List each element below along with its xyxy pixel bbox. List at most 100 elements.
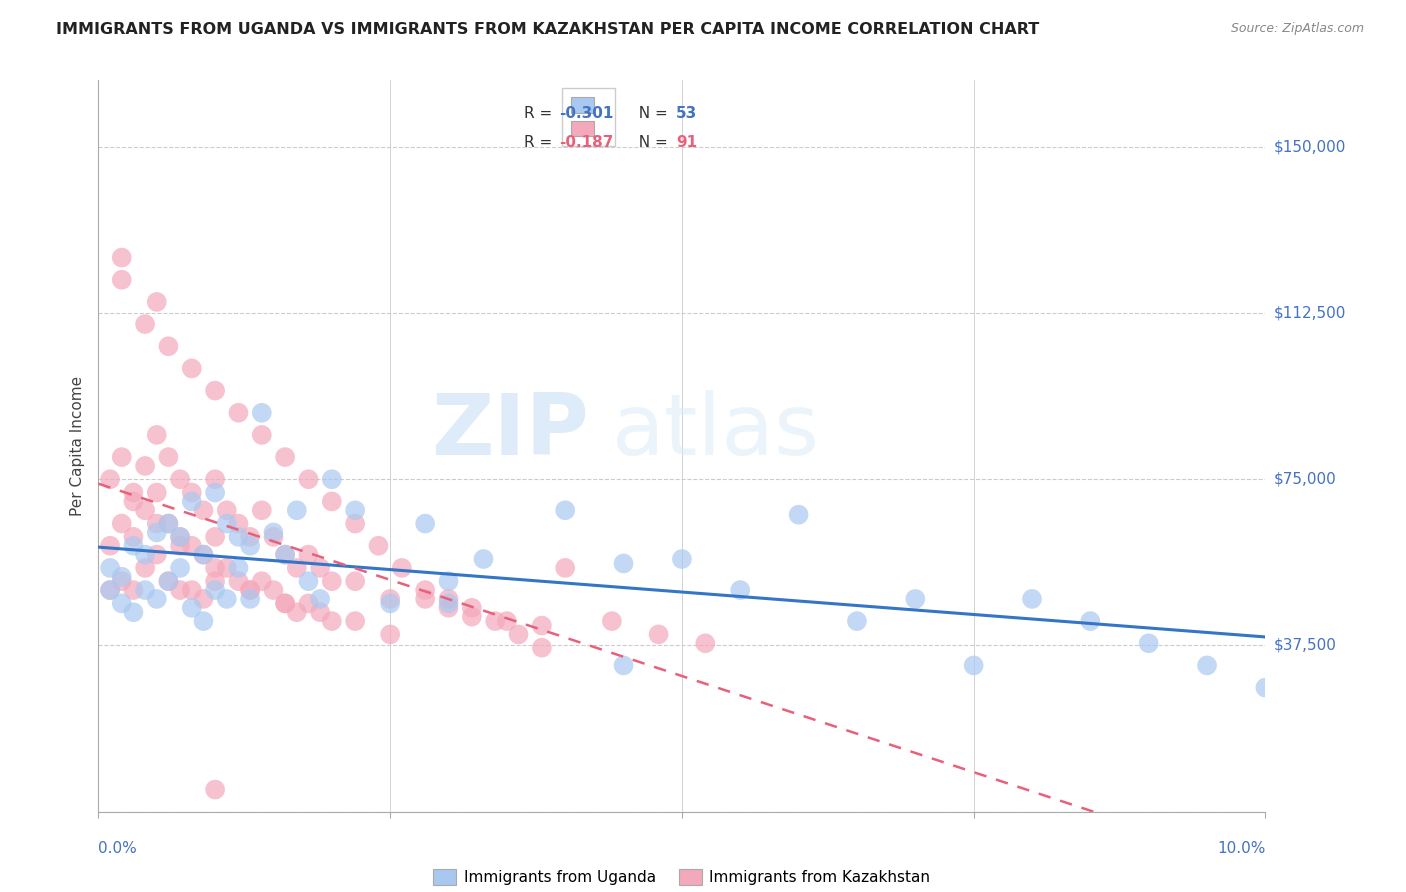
Point [111, 251, 134, 265]
Point [204, 472, 226, 486]
Point [169, 561, 191, 575]
Point [530, 618, 553, 632]
Point [146, 485, 169, 500]
Legend: Immigrants from Uganda, Immigrants from Kazakhstan: Immigrants from Uganda, Immigrants from … [427, 863, 936, 891]
Point [484, 614, 506, 628]
Point [250, 428, 273, 442]
Point [239, 530, 262, 544]
Point [122, 485, 145, 500]
Point [157, 450, 180, 464]
Point [285, 503, 308, 517]
Point [962, 658, 984, 673]
Point [321, 472, 343, 486]
Point [845, 614, 868, 628]
Point [111, 450, 134, 464]
Point [122, 494, 145, 508]
Point [215, 591, 238, 606]
Point [321, 614, 343, 628]
Point [98, 583, 121, 598]
Point [146, 516, 169, 531]
Point [193, 614, 215, 628]
Text: R =: R = [524, 105, 558, 120]
Point [146, 294, 169, 309]
Point [239, 583, 262, 598]
Text: ZIP: ZIP [430, 390, 589, 473]
Point [612, 557, 634, 571]
Point [204, 561, 226, 575]
Point [285, 561, 308, 575]
Y-axis label: Per Capita Income: Per Capita Income [70, 376, 86, 516]
Text: $37,500: $37,500 [1274, 638, 1337, 653]
Point [157, 574, 180, 589]
Point [321, 574, 343, 589]
Point [111, 574, 134, 589]
Point [728, 583, 751, 598]
Text: $150,000: $150,000 [1274, 139, 1346, 154]
Point [98, 561, 121, 575]
Point [215, 561, 238, 575]
Point [378, 627, 402, 641]
Text: 53: 53 [676, 105, 697, 120]
Point [262, 583, 284, 598]
Text: N =: N = [630, 105, 673, 120]
Point [228, 574, 250, 589]
Point [111, 570, 134, 584]
Point [1080, 614, 1102, 628]
Point [134, 458, 156, 473]
Point [554, 503, 576, 517]
Point [508, 627, 530, 641]
Point [904, 591, 927, 606]
Point [169, 539, 191, 553]
Point [461, 609, 484, 624]
Point [274, 548, 297, 562]
Point [228, 406, 250, 420]
Point [344, 574, 367, 589]
Point [344, 614, 367, 628]
Point [193, 591, 215, 606]
Point [215, 503, 238, 517]
Point [285, 605, 308, 619]
Text: IMMIGRANTS FROM UGANDA VS IMMIGRANTS FROM KAZAKHSTAN PER CAPITA INCOME CORRELATI: IMMIGRANTS FROM UGANDA VS IMMIGRANTS FRO… [56, 22, 1039, 37]
Point [134, 317, 156, 331]
Text: R =: R = [524, 135, 558, 150]
Point [344, 503, 367, 517]
Point [228, 516, 250, 531]
Point [146, 525, 169, 540]
Point [204, 574, 226, 589]
Point [157, 574, 180, 589]
Point [239, 539, 262, 553]
Point [600, 614, 623, 628]
Point [413, 591, 436, 606]
Point [297, 472, 319, 486]
Point [180, 539, 202, 553]
Point [169, 530, 191, 544]
Point [111, 596, 134, 610]
Point [215, 516, 238, 531]
Point [612, 658, 634, 673]
Point [309, 605, 332, 619]
Point [180, 494, 202, 508]
Point [309, 561, 332, 575]
Point [98, 539, 121, 553]
Point [204, 384, 226, 398]
Point [647, 627, 669, 641]
Point [146, 428, 169, 442]
Point [1195, 658, 1218, 673]
Point [180, 361, 202, 376]
Text: -0.301: -0.301 [560, 105, 614, 120]
Point [391, 561, 413, 575]
Point [239, 591, 262, 606]
Point [204, 782, 226, 797]
Point [437, 596, 460, 610]
Point [530, 640, 553, 655]
Point [1254, 681, 1277, 695]
Text: 0.0%: 0.0% [98, 841, 138, 856]
Point [180, 583, 202, 598]
Text: $75,000: $75,000 [1274, 472, 1337, 487]
Point [297, 574, 319, 589]
Point [378, 596, 402, 610]
Point [180, 600, 202, 615]
Point [134, 548, 156, 562]
Text: -0.187: -0.187 [560, 135, 614, 150]
Point [695, 636, 717, 650]
